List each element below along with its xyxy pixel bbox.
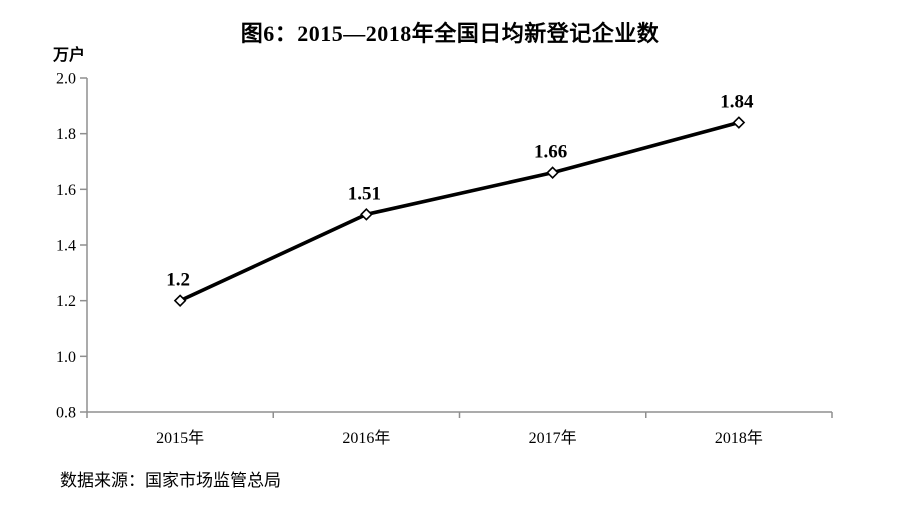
y-axis-tick-label: 1.6: [56, 182, 76, 199]
data-point-label: 1.2: [166, 270, 190, 291]
y-axis-unit-label: 万户: [53, 47, 86, 64]
data-source-label: 数据来源：国家市场监管总局: [60, 471, 281, 491]
x-axis-tick-label: 2015年: [156, 429, 204, 447]
data-point-label: 1.51: [348, 183, 381, 204]
data-point-label: 1.84: [720, 92, 754, 113]
y-axis-tick-label: 1.2: [56, 293, 76, 310]
data-point-label: 1.66: [534, 142, 567, 163]
x-axis-tick-label: 2018年: [715, 429, 763, 447]
chart-title: 图6：2015—2018年全国日均新登记企业数: [240, 21, 660, 46]
y-axis-tick-label: 0.8: [56, 405, 76, 422]
y-axis-tick-label: 1.8: [56, 126, 76, 143]
line-chart: 0.8 1.0 1.2 1.4 1.6 1.8 2.0 2015年 2016年 2017年 2018…: [56, 71, 833, 447]
y-axis-tick-label: 1.4: [56, 238, 76, 255]
y-axis-tick-label: 2.0: [56, 71, 76, 88]
data-point-marker: [546, 166, 559, 179]
data-point-marker: [732, 116, 746, 129]
data-point-marker: [173, 294, 187, 307]
data-point-marker: [360, 208, 373, 221]
x-axis-tick-label: 2016年: [342, 429, 390, 447]
y-axis-tick-label: 1.0: [56, 349, 76, 366]
data-line: [179, 120, 740, 303]
x-axis-tick-label: 2017年: [529, 429, 577, 447]
